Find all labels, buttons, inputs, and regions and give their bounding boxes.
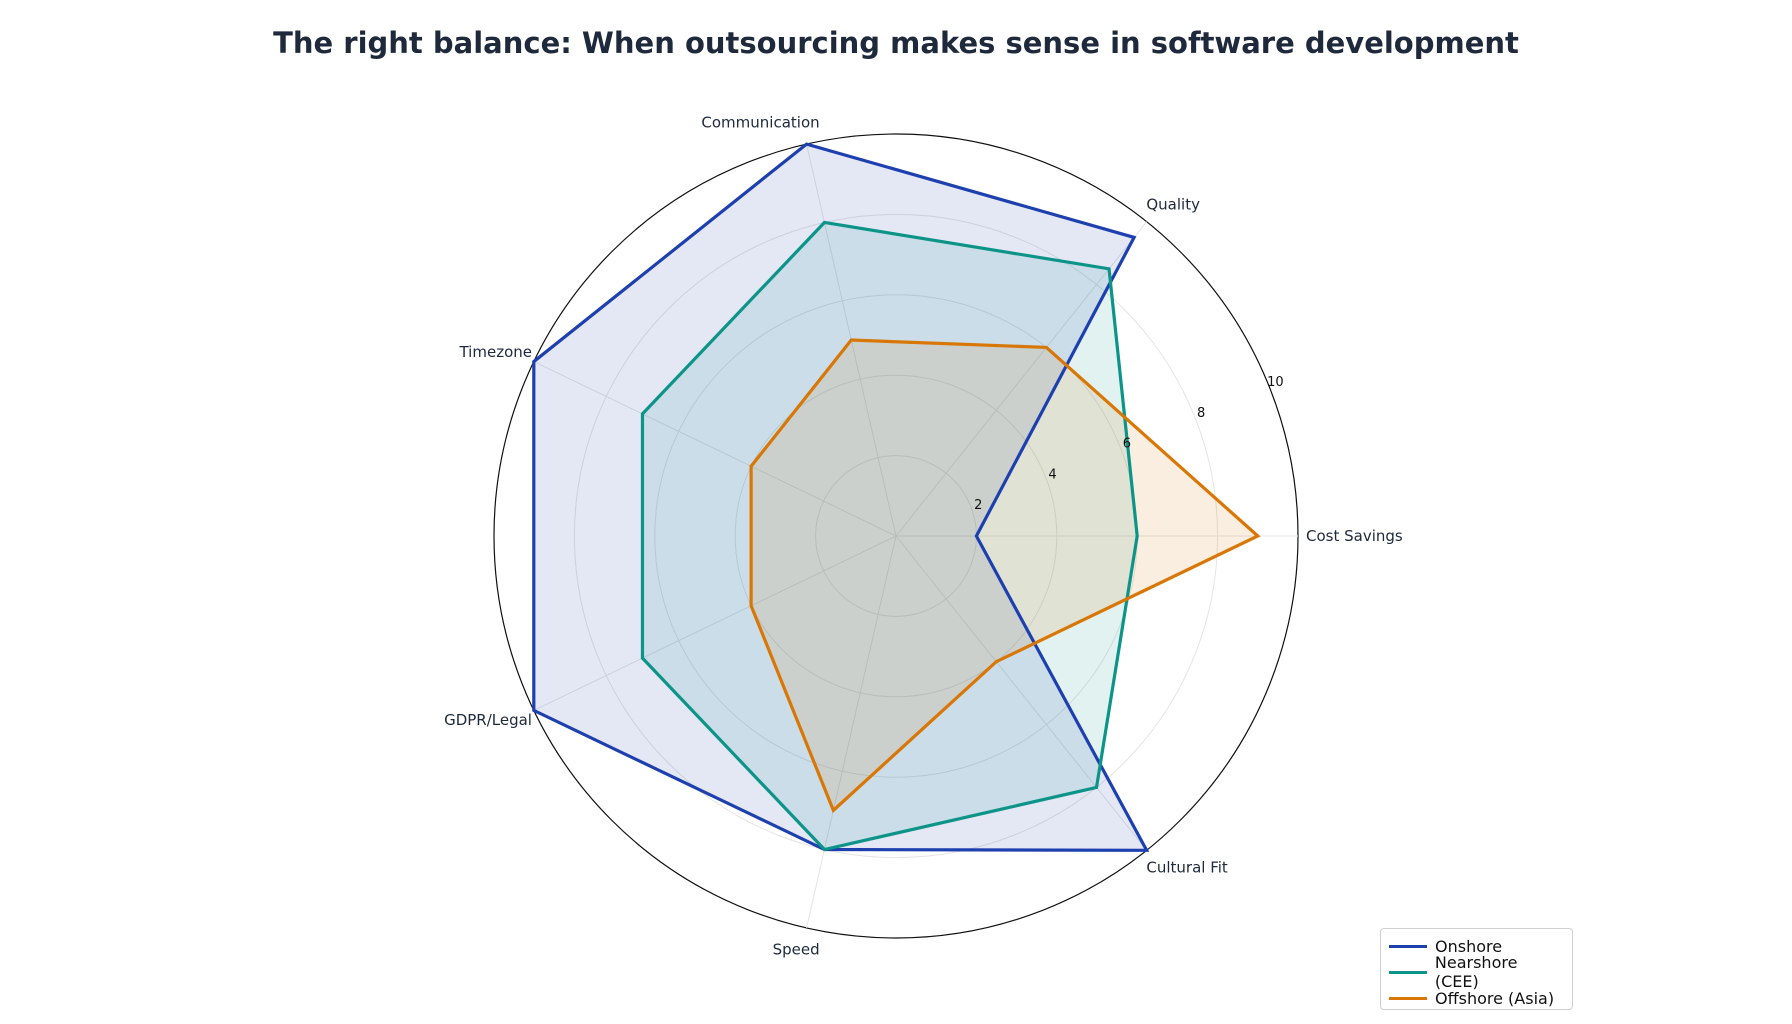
grid-spoke [895,221,1148,537]
legend-swatch [1389,944,1427,948]
grid-spoke [533,535,897,711]
grid-layer [493,133,1299,939]
axis-label: Speed [773,940,820,958]
legend-item: Onshore [1387,933,1566,959]
radial-tick-label: 2 [974,498,982,513]
axis-label: Cost Savings [1306,527,1403,545]
legend-swatch [1389,970,1427,974]
label-layer: 2 4 6 8 10 Cost Savings Quality Communication Ti… [444,114,1403,959]
radial-tick-label: 8 [1197,406,1205,421]
grid-spoke [806,535,897,929]
axis-label: GDPR/Legal [444,711,532,729]
radial-tick-label: 6 [1123,437,1131,452]
series-fill [642,222,1138,850]
series-fill [751,340,1258,811]
chart-title: The right balance: When outsourcing make… [273,26,1519,60]
radial-tick-label: 4 [1048,467,1056,482]
series-layer [532,142,1261,852]
legend-item: Nearshore (CEE) [1387,953,1566,991]
grid-spoke [895,535,1148,851]
series-line [532,142,1150,852]
series-fill [533,144,1147,851]
series-line [640,220,1139,852]
axis-label: Timezone [458,343,532,361]
legend-label: Nearshore (CEE) [1434,953,1518,991]
axis-label: Quality [1146,196,1200,214]
grid-spoke [533,361,897,537]
axis-label: Communication [701,114,819,132]
legend-item: Offshore (Asia) [1387,985,1566,1011]
axis-label: Cultural Fit [1146,858,1228,876]
legend-label: Offshore (Asia) [1435,988,1555,1008]
radial-tick-label: 10 [1267,375,1284,390]
legend: Onshore Nearshore (CEE) Offshore (Asia) [1380,928,1573,1010]
legend-label: Onshore [1435,936,1503,956]
legend-swatch [1389,996,1427,1000]
series-line [749,338,1261,814]
